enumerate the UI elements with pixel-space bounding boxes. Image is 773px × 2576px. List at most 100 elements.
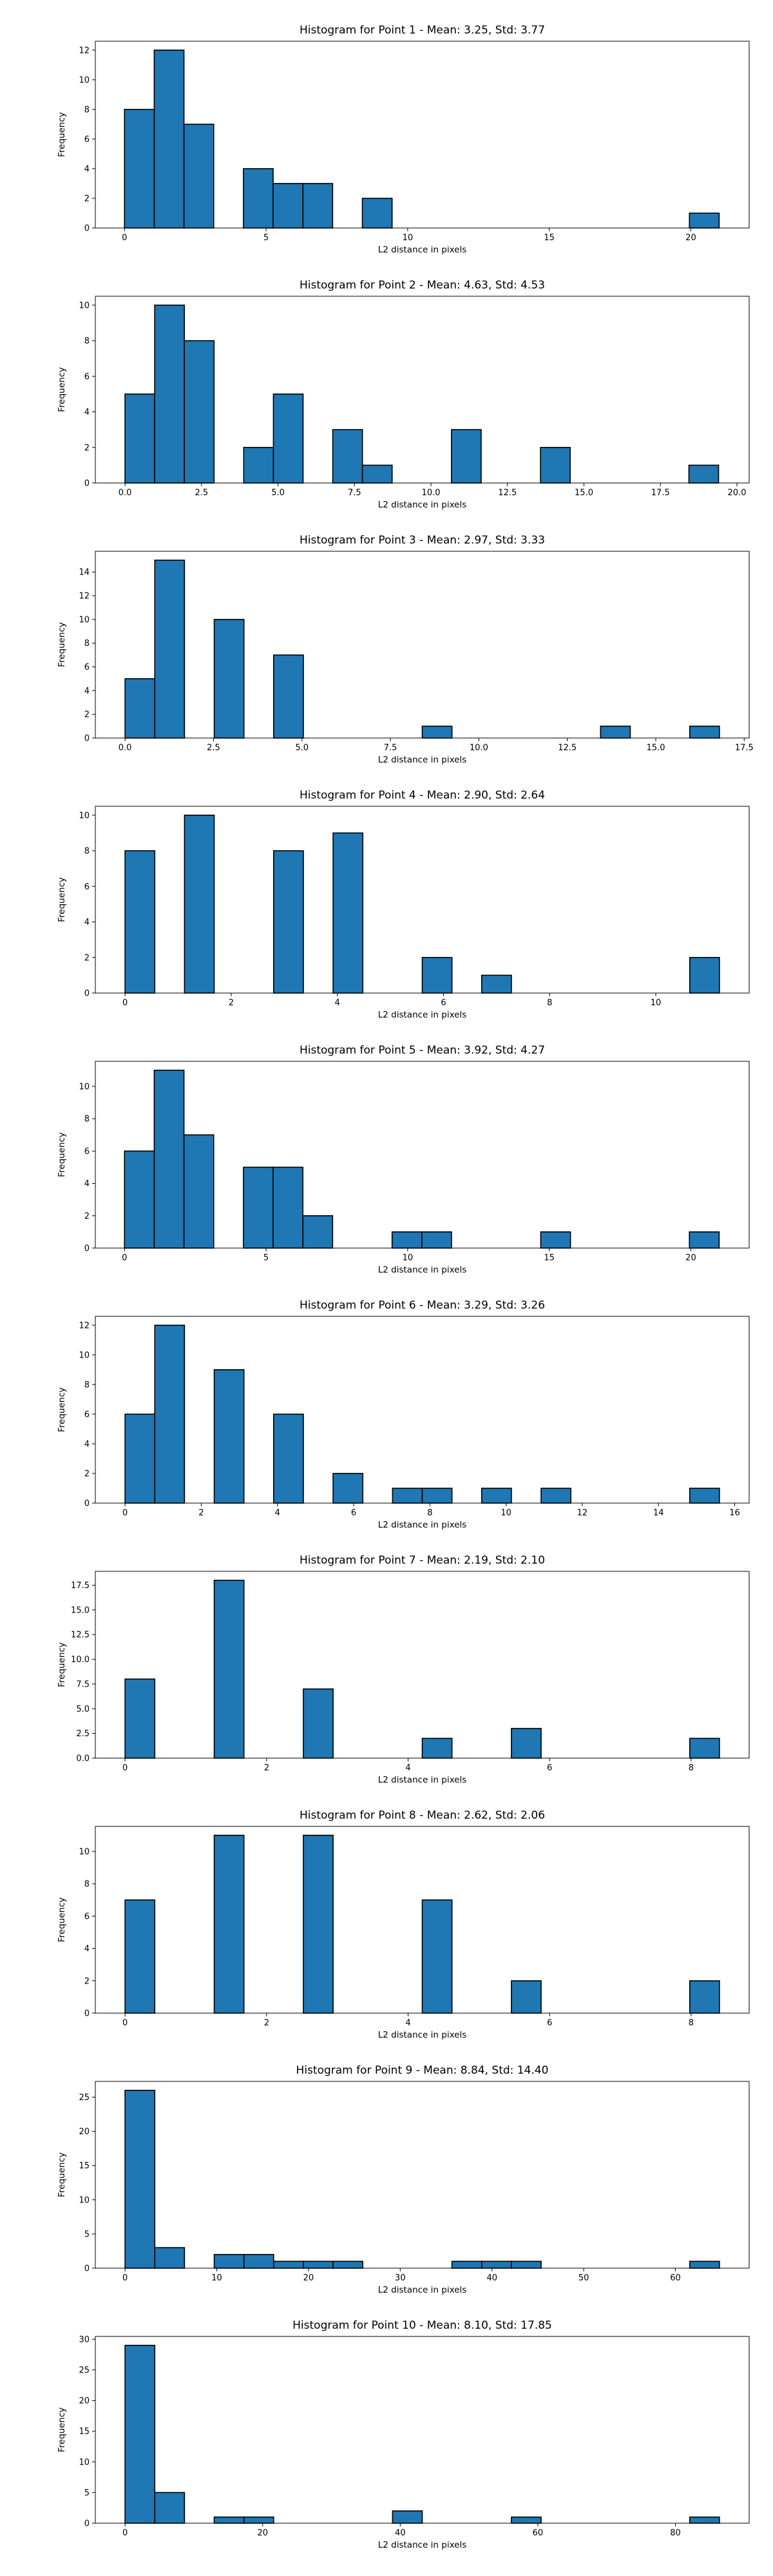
histogram-bar	[273, 654, 304, 739]
histogram-bar	[184, 340, 215, 484]
histogram-bar	[511, 1980, 542, 2014]
x-axis-label: L2 distance in pixels	[378, 500, 466, 510]
y-tick-label: 10	[79, 1350, 90, 1360]
histogram-bar	[302, 183, 334, 229]
x-tick-label: 0	[122, 1763, 128, 1773]
chart-title: Histogram for Point 4 - Mean: 2.90, Std:…	[300, 789, 545, 802]
x-tick-label: 40	[395, 2528, 406, 2538]
bars-group	[124, 2090, 720, 2269]
histogram-bar	[421, 1899, 453, 2014]
y-tick-label: 10	[79, 2458, 90, 2467]
x-axis-label: L2 distance in pixels	[378, 1010, 466, 1020]
y-tick-label: 12	[79, 1321, 90, 1331]
y-tick-label: 17.5	[71, 1581, 90, 1591]
histogram-bar	[689, 956, 720, 994]
y-tick-label: 8	[84, 639, 90, 649]
x-tick-label: 10	[403, 1253, 414, 1263]
histogram-svg: Histogram for Point 7 - Mean: 2.19, Std:…	[57, 1554, 750, 1785]
histogram-bar	[392, 2510, 423, 2524]
bars-group	[124, 1070, 720, 1249]
y-tick-label: 12.5	[71, 1631, 90, 1640]
y-tick-label: 5	[84, 2488, 90, 2498]
x-tick-label: 6	[547, 2018, 552, 2028]
x-tick-label: 30	[395, 2273, 406, 2283]
x-tick-label: 20	[685, 1253, 696, 1263]
histogram-bar	[361, 464, 393, 484]
histogram-bar	[272, 183, 304, 229]
x-tick-label: 20	[303, 2273, 314, 2283]
x-tick-label: 10	[403, 233, 414, 243]
histogram-panel-6: Histogram for Point 6 - Mean: 3.29, Std:…	[0, 1275, 773, 1530]
bars-group	[124, 50, 720, 229]
histogram-bar	[154, 2247, 186, 2269]
histogram-bar	[421, 1488, 453, 1504]
y-tick-label: 10	[79, 811, 90, 820]
y-tick-label: 0	[84, 2519, 90, 2529]
x-tick-label: 8	[689, 1763, 694, 1773]
histogram-bar	[332, 2260, 364, 2269]
x-tick-label: 0.0	[119, 743, 132, 753]
histogram-bar	[124, 1899, 156, 2014]
x-tick-label: 15	[544, 1253, 555, 1263]
y-tick-label: 15.0	[71, 1605, 90, 1615]
x-tick-label: 5.0	[295, 743, 309, 753]
x-tick-label: 2.5	[195, 488, 208, 498]
chart-title: Histogram for Point 1 - Mean: 3.25, Std:…	[300, 24, 545, 37]
x-tick-label: 2.5	[207, 743, 220, 753]
histogram-svg: Histogram for Point 6 - Mean: 3.29, Std:…	[57, 1299, 750, 1530]
y-tick-label: 12	[79, 46, 90, 55]
y-tick-label: 0	[84, 734, 90, 744]
histogram-bar	[124, 1414, 156, 1504]
y-tick-label: 8	[84, 1380, 90, 1390]
y-tick-label: 2.5	[76, 1729, 90, 1739]
histogram-bar	[243, 2253, 274, 2269]
histogram-bar	[689, 1231, 720, 1249]
bars-group	[124, 1835, 720, 2014]
y-tick-label: 4	[84, 408, 90, 417]
plot-frame	[95, 1571, 750, 1759]
x-tick-label: 6	[351, 1508, 356, 1518]
histogram-bar	[153, 1070, 185, 1249]
y-tick-label: 8	[84, 1115, 90, 1124]
histogram-bar	[272, 393, 304, 484]
x-tick-label: 50	[578, 2273, 589, 2283]
y-tick-label: 7.5	[76, 1680, 90, 1689]
chart-title: Histogram for Point 6 - Mean: 3.29, Std:…	[300, 1299, 545, 1312]
histogram-bar	[303, 1835, 334, 2014]
x-tick-label: 6	[441, 998, 446, 1008]
y-tick-label: 4	[84, 1179, 90, 1189]
plot-frame	[95, 296, 750, 484]
histogram-bar	[243, 168, 274, 229]
histogram-bar	[689, 2516, 720, 2524]
histogram-bar	[511, 1728, 542, 1759]
plot-frame	[95, 1316, 750, 1504]
x-tick-label: 40	[486, 2273, 497, 2283]
x-tick-label: 10.0	[470, 743, 488, 753]
y-axis-label: Frequency	[57, 877, 67, 922]
y-tick-label: 8	[84, 1880, 90, 1889]
y-axis-label: Frequency	[57, 367, 67, 412]
y-tick-label: 20	[79, 2127, 90, 2137]
histogram-svg: Histogram for Point 8 - Mean: 2.62, Std:…	[57, 1809, 750, 2040]
histogram-bar	[154, 560, 186, 739]
histogram-bar	[481, 2260, 512, 2269]
histogram-bar	[689, 1488, 720, 1504]
histogram-bar	[600, 725, 631, 739]
histogram-svg: Histogram for Point 3 - Mean: 2.97, Std:…	[57, 534, 754, 765]
y-axis-label: Frequency	[57, 2407, 67, 2452]
x-tick-label: 7.5	[348, 488, 361, 498]
x-tick-label: 4	[405, 1763, 410, 1773]
histogram-bar	[213, 1580, 245, 1759]
y-tick-label: 0	[84, 2009, 90, 2019]
histogram-bar	[124, 393, 155, 484]
y-tick-label: 6	[84, 372, 90, 382]
histogram-bar	[689, 725, 720, 739]
y-tick-label: 0	[84, 2264, 90, 2274]
chart-title: Histogram for Point 3 - Mean: 2.97, Std:…	[300, 534, 545, 547]
x-tick-label: 0	[122, 2018, 128, 2028]
bars-group	[124, 560, 720, 739]
histogram-panel-9: Histogram for Point 9 - Mean: 8.84, Std:…	[0, 2040, 773, 2295]
y-tick-label: 6	[84, 1912, 90, 1922]
histogram-bar	[332, 832, 364, 994]
